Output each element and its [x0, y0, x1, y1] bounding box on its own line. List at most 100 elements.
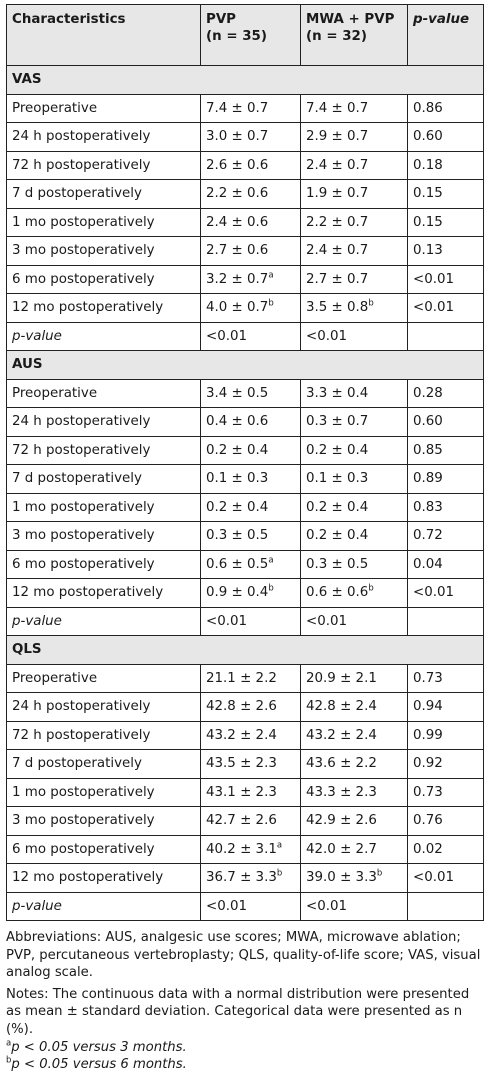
- pvp-value-cell: 3.4 ± 0.5: [200, 378, 301, 408]
- row-label: 12 mo postoperatively: [6, 863, 201, 893]
- pvp-value-cell: 21.1 ± 2.2: [200, 663, 301, 693]
- row-label: 24 h postoperatively: [6, 692, 201, 722]
- footnote-marker: b: [268, 298, 274, 309]
- row-label: Preoperative: [6, 93, 201, 123]
- results-table: Characteristics PVP (n = 35) MWA + PVP (n …: [6, 4, 484, 921]
- row-label: 7 d postoperatively: [6, 179, 201, 209]
- footnote-marker: a: [276, 840, 283, 851]
- p-value-cell: 0.73: [407, 663, 484, 693]
- row-label: Preoperative: [6, 663, 201, 693]
- pvp-p-value: <0.01: [200, 891, 301, 921]
- p-value-row: p-value <0.01 <0.01: [6, 891, 484, 921]
- pvp-value: 7.4 ± 0.7: [206, 100, 269, 116]
- mwa-pvp-value: 2.4 ± 0.7: [306, 243, 369, 259]
- table-row: 1 mo postoperatively 2.4 ± 0.6 2.2 ± 0.7 0.…: [6, 207, 484, 237]
- mwa-pvp-value-cell: 0.3 ± 0.7: [300, 407, 408, 437]
- pvp-value-cell: 2.2 ± 0.6: [200, 179, 301, 209]
- pvp-value: 2.2 ± 0.6: [206, 186, 269, 202]
- mwa-pvp-value-cell: 3.3 ± 0.4: [300, 378, 408, 408]
- table-row: 12 mo postoperatively 0.9 ± 0.4b 0.6 ± 0.6…: [6, 578, 484, 608]
- pvp-value-cell: 36.7 ± 3.3b: [200, 863, 301, 893]
- header-pvp: PVP (n = 35): [200, 4, 301, 66]
- pvp-value: 0.1 ± 0.3: [206, 471, 269, 487]
- table-row: 6 mo postoperatively 0.6 ± 0.5a 0.3 ± 0.5 0…: [6, 549, 484, 579]
- p-value-cell: 0.83: [407, 492, 484, 522]
- table-row: 3 mo postoperatively 42.7 ± 2.6 42.9 ± 2.6…: [6, 806, 484, 836]
- pvp-value-cell: 3.2 ± 0.7a: [200, 264, 301, 294]
- table-row: 6 mo postoperatively 3.2 ± 0.7a 2.7 ± 0.7 <…: [6, 264, 484, 294]
- pvp-value: 40.2 ± 3.1: [206, 841, 277, 857]
- pvp-value: 43.2 ± 2.4: [206, 727, 277, 743]
- mwa-pvp-p-value: <0.01: [300, 606, 408, 636]
- pvp-value-cell: 0.2 ± 0.4: [200, 492, 301, 522]
- row-label: 1 mo postoperatively: [6, 777, 201, 807]
- footnote-marker: b: [368, 298, 374, 309]
- pvp-value-cell: 43.5 ± 2.3: [200, 749, 301, 779]
- row-label: 3 mo postoperatively: [6, 236, 201, 266]
- p-value-cell: 0.60: [407, 122, 484, 152]
- p-value-cell: 0.15: [407, 179, 484, 209]
- pvp-value-cell: 0.1 ± 0.3: [200, 464, 301, 494]
- row-label: 3 mo postoperatively: [6, 806, 201, 836]
- table-row: 7 d postoperatively 2.2 ± 0.6 1.9 ± 0.7 0.1…: [6, 179, 484, 209]
- row-label: 3 mo postoperatively: [6, 521, 201, 551]
- footnote-marker: b: [376, 868, 383, 879]
- row-label: 1 mo postoperatively: [6, 207, 201, 237]
- row-label: 72 h postoperatively: [6, 150, 201, 180]
- table-row: 7 d postoperatively 0.1 ± 0.3 0.1 ± 0.3 0.8…: [6, 464, 484, 494]
- p-value-row-label: p-value: [6, 606, 201, 636]
- row-label: 1 mo postoperatively: [6, 492, 201, 522]
- table-row: 24 h postoperatively 0.4 ± 0.6 0.3 ± 0.7 0.…: [6, 407, 484, 437]
- p-value-cell: 0.92: [407, 749, 484, 779]
- footnote-b-text: p < 0.05 versus 6 months.: [11, 1057, 187, 1073]
- mwa-pvp-value-cell: 2.2 ± 0.7: [300, 207, 408, 237]
- p-value-cell: <0.01: [407, 293, 484, 323]
- pvp-value: 3.0 ± 0.7: [206, 129, 269, 145]
- row-label: 7 d postoperatively: [6, 749, 201, 779]
- mwa-pvp-value: 3.5 ± 0.8: [306, 300, 369, 316]
- mwa-pvp-value-cell: 42.9 ± 2.6: [300, 806, 408, 836]
- mwa-pvp-value: 0.3 ± 0.7: [306, 414, 369, 430]
- mwa-pvp-value: 42.9 ± 2.6: [306, 813, 377, 829]
- pvp-value-cell: 42.8 ± 2.6: [200, 692, 301, 722]
- p-value-cell: 0.73: [407, 777, 484, 807]
- p-value-cell: 0.76: [407, 806, 484, 836]
- mwa-pvp-value: 39.0 ± 3.3: [306, 870, 377, 886]
- table-row: 7 d postoperatively 43.5 ± 2.3 43.6 ± 2.2 0…: [6, 749, 484, 779]
- p-value-cell: 0.28: [407, 378, 484, 408]
- footnote-marker: b: [276, 868, 283, 879]
- table-row: 72 h postoperatively 0.2 ± 0.4 0.2 ± 0.4 0.…: [6, 435, 484, 465]
- mwa-pvp-value-cell: 0.2 ± 0.4: [300, 435, 408, 465]
- p-value-cell: 0.94: [407, 692, 484, 722]
- mwa-pvp-value-cell: 0.1 ± 0.3: [300, 464, 408, 494]
- mwa-pvp-value: 2.2 ± 0.7: [306, 214, 369, 230]
- mwa-pvp-value: 2.9 ± 0.7: [306, 129, 369, 145]
- pvp-value: 2.4 ± 0.6: [206, 214, 269, 230]
- mwa-pvp-value: 43.2 ± 2.4: [306, 727, 377, 743]
- footnote-a: ap < 0.05 versus 3 months.: [6, 1039, 486, 1057]
- mwa-pvp-value-cell: 43.2 ± 2.4: [300, 720, 408, 750]
- section-title: VAS: [6, 65, 484, 95]
- row-label: Preoperative: [6, 378, 201, 408]
- pvp-value: 36.7 ± 3.3: [206, 870, 277, 886]
- abbreviations-note: Abbreviations: AUS, analgesic use scores…: [6, 930, 481, 981]
- footnote-marker: b: [368, 583, 374, 594]
- table-row: 6 mo postoperatively 40.2 ± 3.1a 42.0 ± 2.…: [6, 834, 484, 864]
- table-row: Preoperative 7.4 ± 0.7 7.4 ± 0.7 0.86: [6, 93, 484, 123]
- mwa-pvp-p-value: <0.01: [300, 891, 408, 921]
- mwa-pvp-value-cell: 39.0 ± 3.3b: [300, 863, 408, 893]
- footnote-marker: a: [268, 555, 274, 566]
- mwa-pvp-value-cell: 1.9 ± 0.7: [300, 179, 408, 209]
- pvp-value: 4.0 ± 0.7: [206, 300, 269, 316]
- row-label: 12 mo postoperatively: [6, 578, 201, 608]
- mwa-pvp-value-cell: 3.5 ± 0.8b: [300, 293, 408, 323]
- pvp-value-cell: 2.4 ± 0.6: [200, 207, 301, 237]
- pvp-value-cell: 3.0 ± 0.7: [200, 122, 301, 152]
- mwa-pvp-value-cell: 0.2 ± 0.4: [300, 492, 408, 522]
- mwa-pvp-value-cell: 0.2 ± 0.4: [300, 521, 408, 551]
- mwa-pvp-value: 3.3 ± 0.4: [306, 385, 369, 401]
- mwa-pvp-value: 43.6 ± 2.2: [306, 756, 377, 772]
- table-row: 72 h postoperatively 2.6 ± 0.6 2.4 ± 0.7 0.…: [6, 150, 484, 180]
- table-row: 72 h postoperatively 43.2 ± 2.4 43.2 ± 2.4…: [6, 720, 484, 750]
- table-row: 24 h postoperatively 42.8 ± 2.6 42.8 ± 2.4…: [6, 692, 484, 722]
